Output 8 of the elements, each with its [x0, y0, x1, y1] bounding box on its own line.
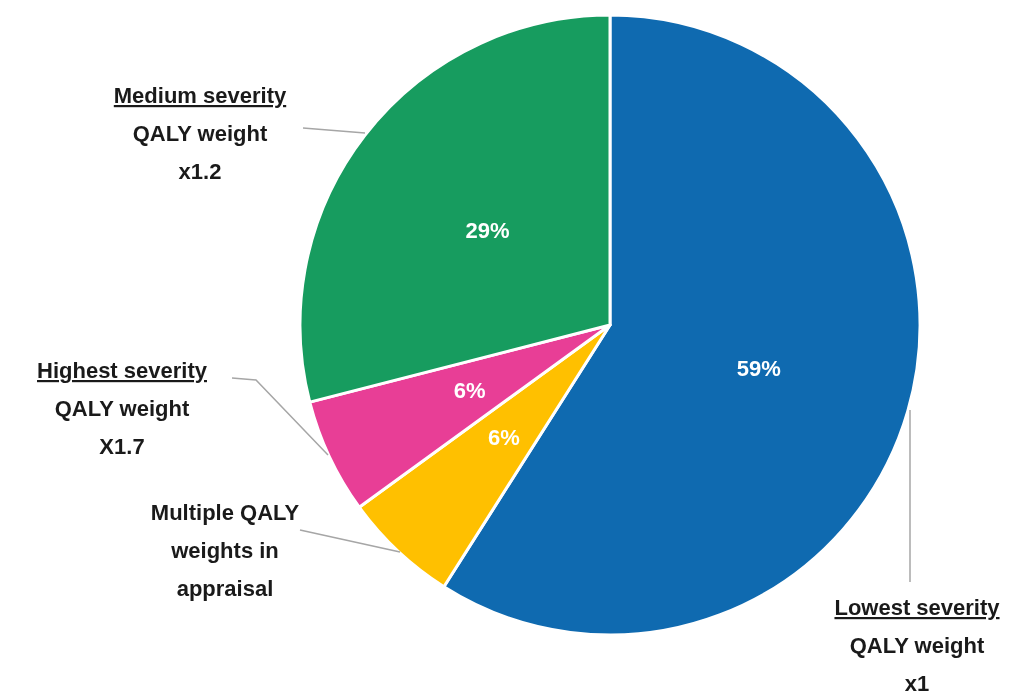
slice-label: Highest severity QALY weight X1.7	[37, 358, 208, 459]
data-label: 29%	[465, 217, 510, 243]
slice-label: Multiple QALY weights in appraisal	[150, 500, 300, 601]
data-label: 59%	[736, 355, 781, 381]
slice-label: Medium severity QALY weight x1.2	[113, 83, 287, 184]
data-label: 6%	[488, 425, 520, 451]
data-label: 6%	[453, 378, 486, 404]
slice-label: Lowest severity QALY weight x1	[834, 595, 1001, 696]
